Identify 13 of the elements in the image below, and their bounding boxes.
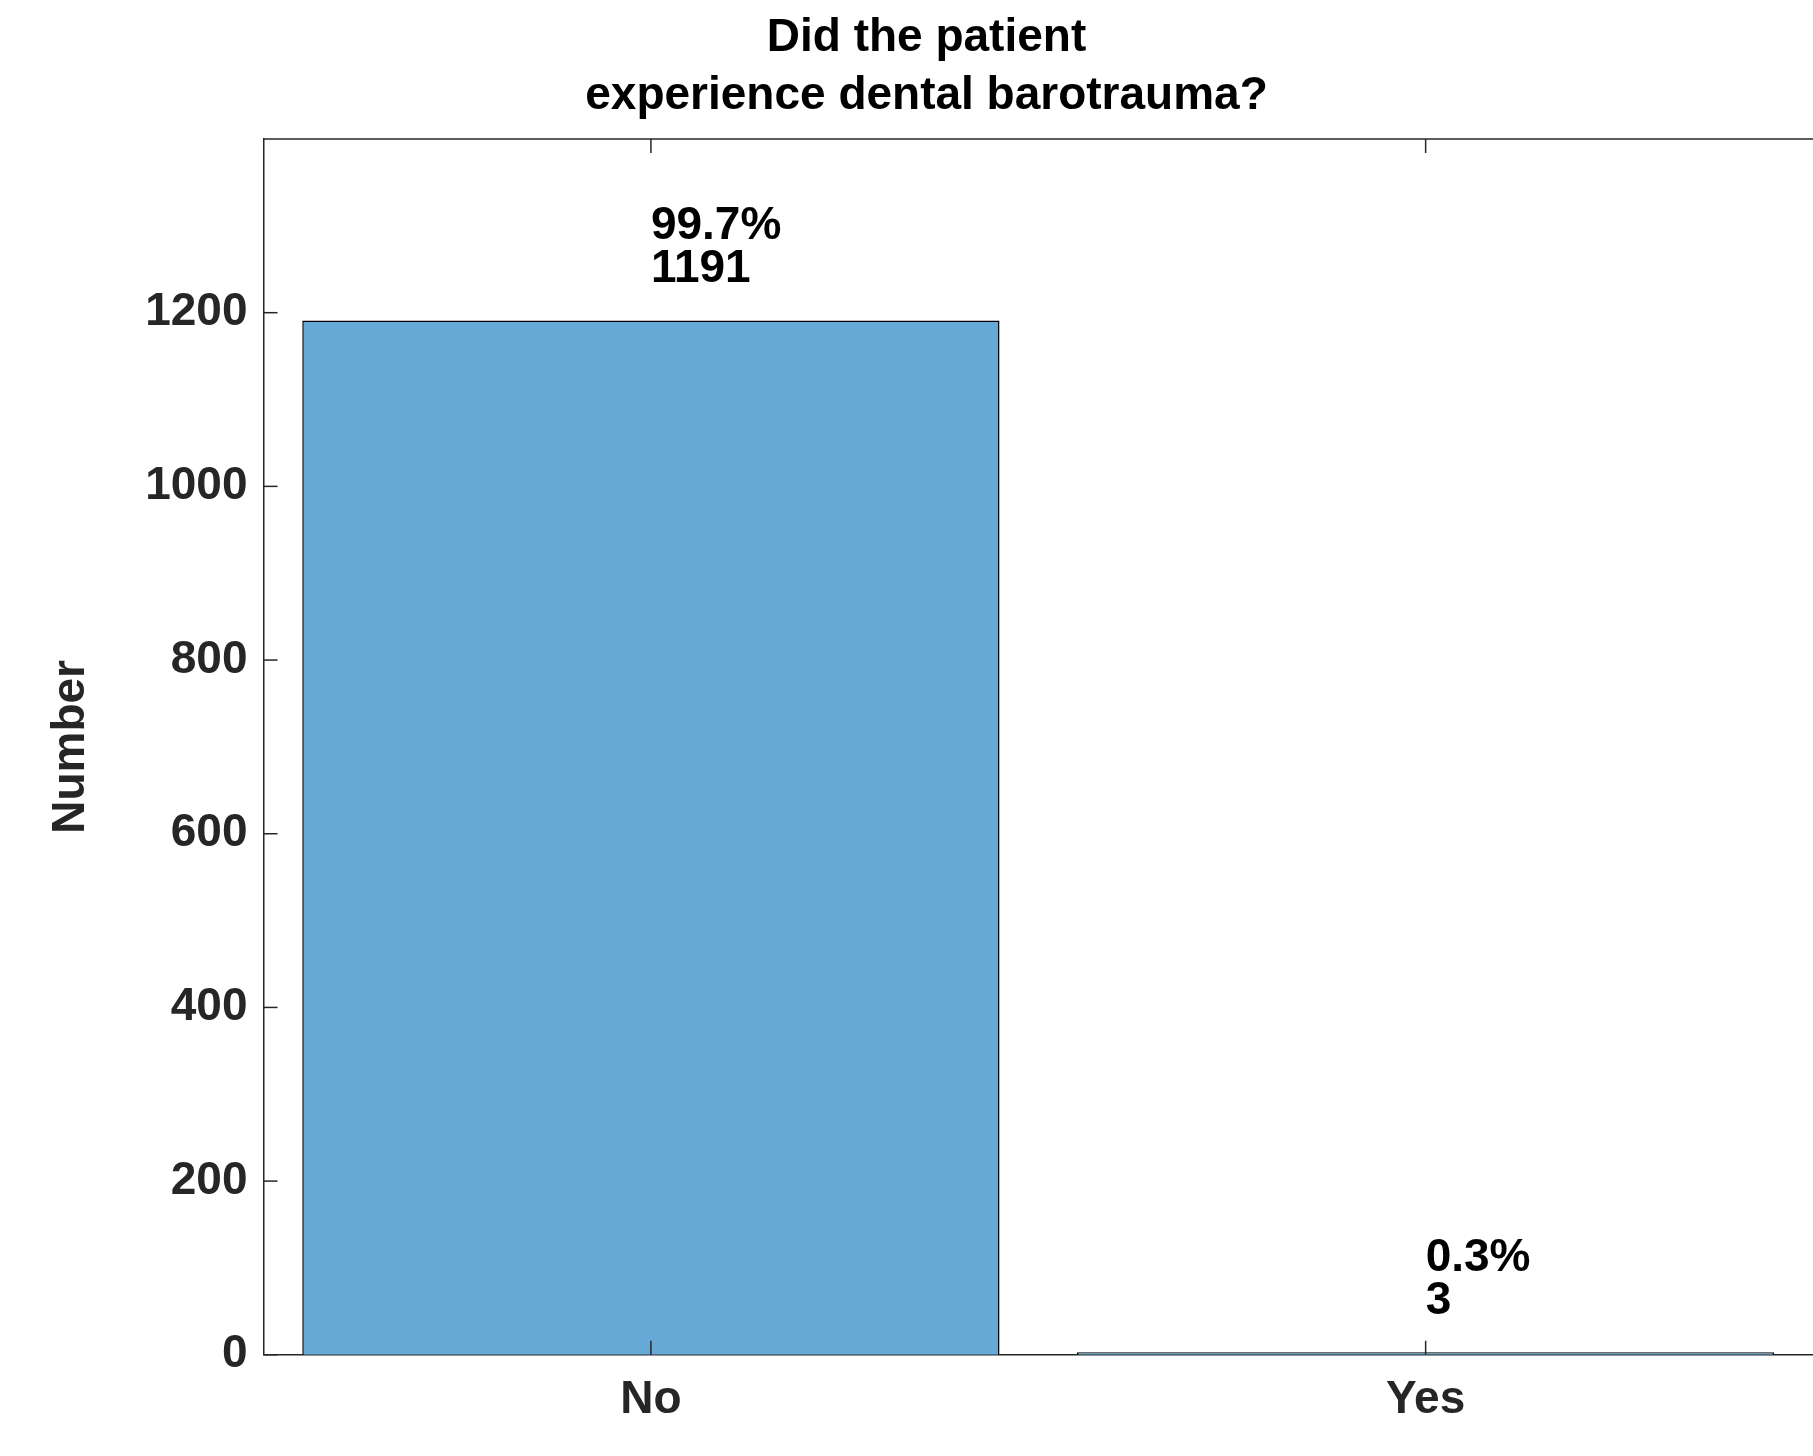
x-tick-label: No — [620, 1371, 682, 1424]
chart-title: Did the patient experience dental barotrauma? — [585, 9, 1268, 119]
y-tick-label: 400 — [170, 978, 248, 1031]
y-tick-label: 600 — [170, 804, 248, 857]
data-label: 0.3% 3 — [1425, 1228, 1531, 1324]
y-axis-title: Number — [42, 659, 95, 834]
y-tick-label: 800 — [170, 630, 248, 683]
x-tick-label: Yes — [1385, 1371, 1466, 1424]
y-tick-label: 200 — [170, 1151, 248, 1204]
data-label: 99.7% 1191 — [650, 197, 782, 293]
y-tick-label: 1200 — [145, 283, 248, 336]
y-tick-label: 1000 — [145, 457, 248, 510]
y-tick-label: 0 — [221, 1325, 248, 1378]
